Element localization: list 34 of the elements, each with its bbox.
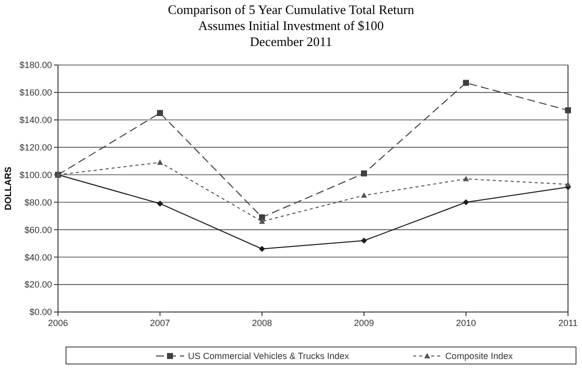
point [463, 80, 469, 86]
chart-subtitle: Assumes Initial Investment of $100 December 2011 [198, 18, 384, 49]
point [361, 192, 367, 198]
y-tick-label: $80.00 [24, 197, 52, 208]
y-tick-label: $160.00 [19, 88, 52, 98]
y-tick-label: $0.00 [29, 307, 52, 318]
y-tick-label: $180.00 [19, 60, 52, 70]
point [463, 199, 469, 206]
x-tick-label: 2008 [252, 318, 272, 328]
y-tick-label: $120.00 [19, 142, 52, 152]
x-tick-label: 2011 [558, 318, 578, 328]
point [157, 110, 163, 116]
x-tick-label: 2009 [354, 318, 374, 328]
legend-label: Composite Index [445, 351, 514, 362]
point [361, 170, 367, 176]
point [463, 176, 469, 182]
x-tick-label: 2007 [150, 318, 170, 328]
y-axis-title: DOLLARS [3, 166, 14, 210]
point [565, 107, 571, 114]
point [259, 218, 265, 224]
legend-label: US Commercial Vehicles & Trucks Index [188, 351, 350, 362]
x-tick-label: 2006 [48, 318, 68, 328]
point [565, 181, 571, 187]
x-tick-label: 2010 [456, 318, 476, 328]
y-tick-label: $20.00 [24, 280, 52, 290]
point [259, 246, 265, 252]
y-tick-label: $100.00 [19, 170, 52, 180]
point [157, 159, 163, 165]
y-tick-label: $40.00 [24, 252, 52, 262]
point [361, 238, 367, 244]
chart-title: Comparison of 5 Year Cumulative Total Return [168, 2, 415, 17]
point [157, 200, 163, 207]
y-tick-label: $60.00 [24, 224, 52, 235]
y-tick-label: $140.00 [19, 115, 52, 126]
